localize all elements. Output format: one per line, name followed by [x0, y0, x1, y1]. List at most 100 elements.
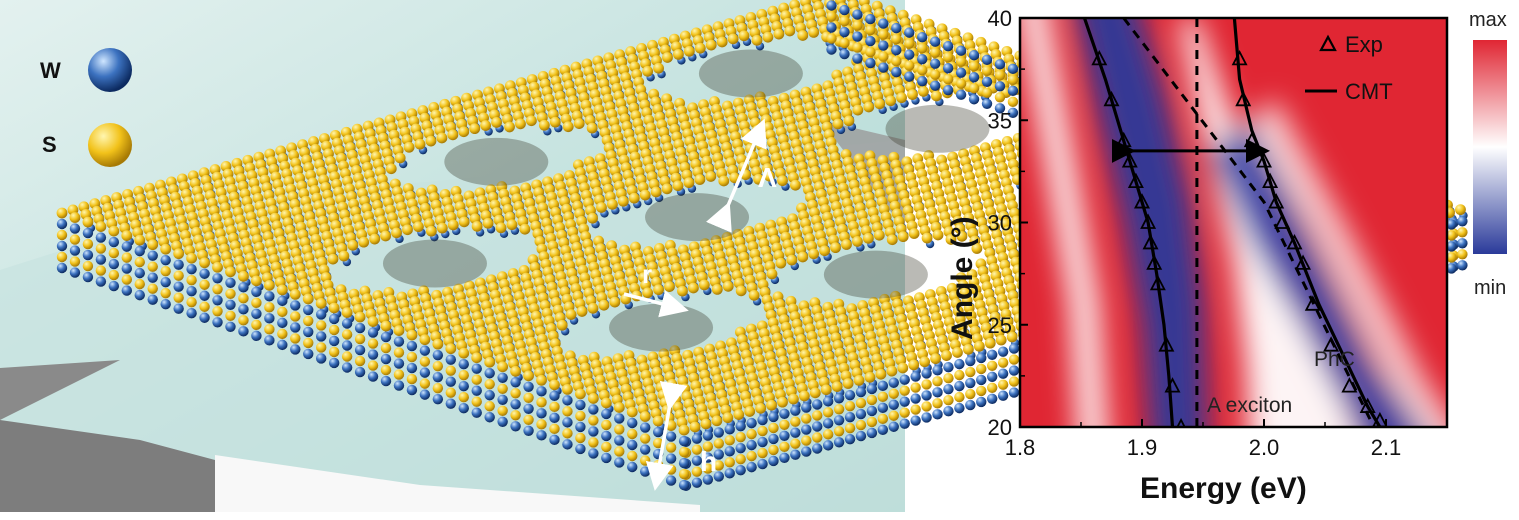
hole-shadow: [885, 104, 990, 153]
edge-atom: [484, 368, 495, 379]
edge-atom: [994, 103, 1006, 114]
edge-atom: [790, 449, 801, 460]
s-atom: [480, 120, 492, 131]
edge-atom: [779, 441, 790, 453]
s-atom: [755, 402, 767, 414]
edge-atom: [746, 450, 757, 462]
edge-atom: [380, 375, 392, 387]
s-atom: [852, 236, 863, 247]
edge-atom: [82, 238, 94, 250]
edge-atom: [82, 271, 94, 283]
edge-atom: [713, 427, 725, 438]
edge-atom: [943, 406, 954, 417]
legend-s-label: S: [42, 132, 57, 157]
edge-atom: [212, 284, 223, 295]
edge-atom: [406, 384, 418, 396]
edge-atom: [877, 413, 889, 425]
edge-atom: [445, 387, 456, 398]
edge-atom: [865, 46, 876, 58]
edge-atom: [965, 355, 976, 367]
edge-atom: [458, 380, 469, 392]
edge-atom: [56, 240, 68, 252]
edge-atom: [549, 423, 560, 435]
edge-atom: [121, 263, 132, 274]
edge-atom: [746, 428, 757, 440]
radius-dimension: r: [623, 259, 689, 318]
s-atom: [506, 219, 518, 231]
exp-data-point: [1235, 90, 1252, 107]
exp-data-point: [1134, 193, 1150, 209]
edge-atom: [445, 365, 456, 376]
exp-data-point: [1127, 172, 1144, 189]
s-atom: [678, 424, 690, 436]
edge-atom: [904, 60, 915, 71]
edge-atom: [108, 280, 120, 292]
s-atom: [930, 353, 941, 365]
edge-atom: [986, 371, 998, 383]
edge-atom: [510, 388, 521, 399]
edge-atom: [393, 347, 405, 358]
edge-atom: [328, 313, 340, 325]
edge-atom: [95, 265, 107, 276]
edge-atom: [497, 416, 508, 427]
s-atom: [556, 319, 568, 331]
edge-atom: [108, 236, 120, 248]
s-atom: [403, 141, 415, 153]
s-atom: [853, 375, 865, 386]
s-atom: [95, 221, 107, 232]
edge-atom: [965, 399, 976, 411]
edge-atom: [976, 363, 987, 375]
edge-atom: [826, 22, 837, 33]
edge-atom: [757, 414, 768, 426]
edge-atom: [665, 464, 677, 475]
s-atom: [341, 307, 353, 318]
x-tick-label: 2.0: [1249, 435, 1280, 460]
edge-atom: [917, 53, 928, 65]
edge-atom: [822, 418, 834, 429]
edge-atom: [779, 430, 790, 442]
s-atom: [436, 132, 448, 144]
edge-atom: [536, 386, 547, 397]
s-atom: [808, 248, 820, 260]
s-atom: [482, 217, 494, 229]
edge-atom: [303, 304, 314, 316]
s-atom: [672, 180, 684, 192]
edge-atom: [432, 382, 444, 394]
edge-atom: [932, 376, 943, 387]
s-atom: [491, 117, 502, 128]
y-tick-label: 20: [988, 415, 1012, 440]
edge-atom: [665, 442, 677, 453]
edge-atom: [510, 399, 521, 410]
edge-atom: [147, 272, 158, 283]
legend-w-label: W: [40, 58, 61, 83]
s-atom: [886, 365, 898, 377]
edge-atom: [549, 434, 560, 446]
edge-atom: [955, 45, 967, 56]
edge-atom: [601, 430, 612, 442]
s-atom: [609, 296, 621, 308]
edge-atom: [994, 81, 1006, 92]
hole-shadow: [823, 250, 928, 299]
s-atom: [587, 302, 599, 314]
s-atom: [276, 284, 288, 296]
s-atom: [82, 216, 94, 228]
s-atom: [436, 222, 448, 234]
edge-atom: [994, 92, 1006, 103]
s-atom: [775, 257, 787, 269]
edge-atom: [812, 421, 823, 432]
s-atom: [652, 415, 664, 427]
edge-atom: [986, 393, 998, 405]
edge-atom: [768, 455, 779, 467]
edge-atom: [852, 20, 863, 31]
edge-atom: [627, 439, 638, 451]
edge-atom: [965, 377, 976, 389]
edge-atom: [713, 471, 725, 482]
s-atom: [995, 334, 1007, 346]
edge-atom: [328, 357, 340, 369]
edge-atom: [173, 292, 184, 303]
period-dimension: Λ: [705, 118, 777, 233]
s-atom: [932, 229, 944, 241]
thickness-arrow: [645, 380, 688, 491]
edge-atom: [1446, 230, 1457, 241]
